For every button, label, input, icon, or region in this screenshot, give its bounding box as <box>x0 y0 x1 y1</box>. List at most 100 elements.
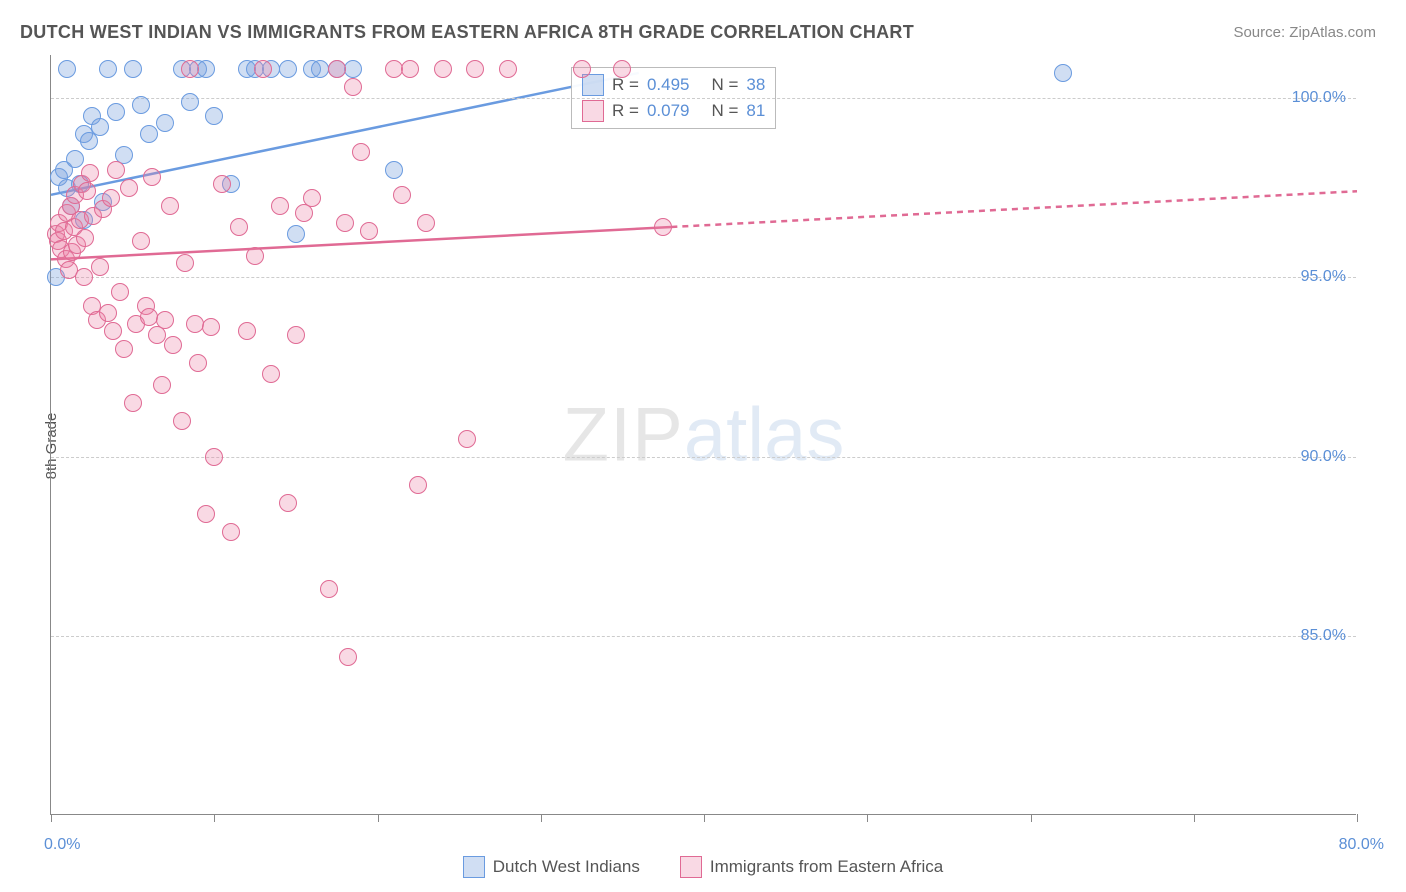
y-tick-label: 95.0% <box>1301 268 1346 286</box>
scatter-point <box>107 161 125 179</box>
scatter-point <box>102 189 120 207</box>
scatter-point <box>66 150 84 168</box>
scatter-point <box>161 197 179 215</box>
scatter-point <box>401 60 419 78</box>
scatter-point <box>409 476 427 494</box>
scatter-point <box>75 268 93 286</box>
series-legend: Dutch West Indians Immigrants from Easter… <box>0 856 1406 878</box>
scatter-point <box>271 197 289 215</box>
legend-r-label: R = <box>612 101 639 121</box>
series-legend-label: Immigrants from Eastern Africa <box>710 857 943 877</box>
scatter-point <box>499 60 517 78</box>
scatter-point <box>254 60 272 78</box>
scatter-point <box>385 161 403 179</box>
gridline <box>51 277 1356 278</box>
scatter-point <box>458 430 476 448</box>
chart-title: DUTCH WEST INDIAN VS IMMIGRANTS FROM EAS… <box>20 22 914 43</box>
series-legend-item: Dutch West Indians <box>463 856 640 878</box>
scatter-point <box>339 648 357 666</box>
legend-r-value: 0.495 <box>647 75 690 95</box>
scatter-point <box>132 96 150 114</box>
y-tick-label: 85.0% <box>1301 627 1346 645</box>
scatter-point <box>107 103 125 121</box>
gridline <box>51 457 1356 458</box>
scatter-point <box>205 107 223 125</box>
scatter-point <box>156 311 174 329</box>
x-tick <box>51 814 52 822</box>
scatter-point <box>120 179 138 197</box>
x-tick <box>1194 814 1195 822</box>
scatter-point <box>360 222 378 240</box>
scatter-point <box>111 283 129 301</box>
scatter-point <box>222 523 240 541</box>
y-tick-label: 100.0% <box>1292 89 1346 107</box>
plot-area: ZIPatlas R =0.495N =38R =0.079N =81 85.0… <box>50 55 1356 815</box>
scatter-point <box>197 505 215 523</box>
scatter-point <box>124 60 142 78</box>
scatter-point <box>124 394 142 412</box>
source-label: Source: ZipAtlas.com <box>1233 24 1376 41</box>
scatter-point <box>81 164 99 182</box>
trend-lines-svg <box>51 55 1356 814</box>
x-tick <box>378 814 379 822</box>
scatter-point <box>91 258 109 276</box>
scatter-point <box>91 118 109 136</box>
trend-line <box>671 191 1357 227</box>
x-tick-label-min: 0.0% <box>44 836 80 854</box>
legend-row: R =0.079N =81 <box>582 98 765 124</box>
legend-swatch <box>463 856 485 878</box>
scatter-point <box>287 225 305 243</box>
scatter-point <box>303 189 321 207</box>
scatter-point <box>197 60 215 78</box>
scatter-point <box>417 214 435 232</box>
y-tick-label: 90.0% <box>1301 448 1346 466</box>
legend-swatch <box>582 100 604 122</box>
scatter-point <box>132 232 150 250</box>
legend-r-value: 0.079 <box>647 101 690 121</box>
scatter-point <box>78 182 96 200</box>
scatter-point <box>189 354 207 372</box>
x-tick <box>1031 814 1032 822</box>
scatter-point <box>173 412 191 430</box>
scatter-point <box>176 254 194 272</box>
scatter-point <box>1054 64 1072 82</box>
scatter-point <box>140 308 158 326</box>
scatter-point <box>393 186 411 204</box>
scatter-point <box>654 218 672 236</box>
scatter-point <box>186 315 204 333</box>
watermark: ZIPatlas <box>563 391 845 478</box>
scatter-point <box>434 60 452 78</box>
legend-row: R =0.495N =38 <box>582 72 765 98</box>
scatter-point <box>99 304 117 322</box>
scatter-point <box>156 114 174 132</box>
scatter-point <box>140 125 158 143</box>
scatter-point <box>573 60 591 78</box>
scatter-point <box>385 60 403 78</box>
x-tick-label-max: 80.0% <box>1339 836 1384 854</box>
scatter-point <box>344 60 362 78</box>
series-legend-label: Dutch West Indians <box>493 857 640 877</box>
legend-r-label: R = <box>612 75 639 95</box>
scatter-point <box>213 175 231 193</box>
scatter-point <box>202 318 220 336</box>
x-tick <box>867 814 868 822</box>
scatter-point <box>58 60 76 78</box>
scatter-point <box>115 340 133 358</box>
scatter-point <box>613 60 631 78</box>
scatter-point <box>279 60 297 78</box>
scatter-point <box>287 326 305 344</box>
legend-n-label: N = <box>711 75 738 95</box>
scatter-point <box>80 132 98 150</box>
scatter-point <box>336 214 354 232</box>
scatter-point <box>246 247 264 265</box>
scatter-point <box>262 365 280 383</box>
scatter-point <box>99 60 117 78</box>
watermark-zip: ZIP <box>563 392 684 477</box>
x-tick <box>541 814 542 822</box>
watermark-atlas: atlas <box>684 392 845 477</box>
scatter-point <box>164 336 182 354</box>
scatter-point <box>181 93 199 111</box>
scatter-point <box>352 143 370 161</box>
scatter-point <box>279 494 297 512</box>
legend-n-label: N = <box>711 101 738 121</box>
